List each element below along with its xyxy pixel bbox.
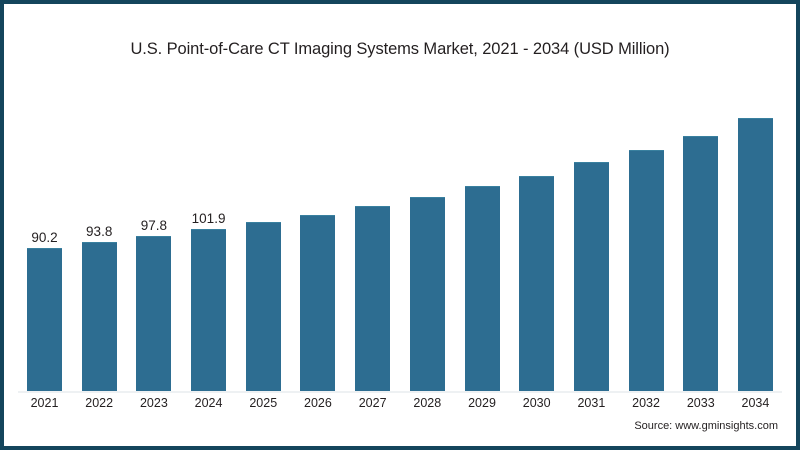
bar-slot [565, 96, 618, 392]
x-axis-label: 2024 [194, 396, 223, 410]
bar[interactable] [136, 235, 172, 392]
bar[interactable] [628, 150, 664, 392]
bar-slot [510, 96, 563, 392]
bar-slot [346, 96, 399, 392]
bar-slot: 93.8 [73, 96, 126, 392]
bar-slot: 101.9 [182, 96, 235, 392]
bar-slot [456, 96, 509, 392]
x-axis-line [18, 391, 782, 393]
chart-title: U.S. Point-of-Care CT Imaging Systems Ma… [130, 40, 670, 58]
bar-slot [620, 96, 673, 392]
bar[interactable] [737, 118, 773, 392]
plot-area: 90.2 93.8 97.8 101.9 [18, 96, 782, 393]
bar-value-label: 93.8 [86, 223, 113, 239]
x-axis-label: 2029 [468, 396, 496, 410]
bar-value-label: 97.8 [140, 217, 168, 233]
bar-slot: 90.2 [18, 96, 71, 392]
bar[interactable] [683, 136, 719, 392]
bar[interactable] [191, 228, 227, 392]
bar-slot [729, 96, 782, 392]
bar-slot [237, 96, 290, 392]
source-attribution: Source: www.gminsights.com [634, 420, 778, 432]
bar-slot [291, 96, 344, 392]
x-axis-label: 2028 [413, 396, 442, 410]
x-axis-label: 2026 [304, 396, 332, 410]
bar[interactable] [81, 241, 117, 392]
x-axis-label: 2031 [577, 396, 606, 410]
bar-slot [674, 96, 727, 392]
bar-slot [401, 96, 454, 392]
x-axis-label: 2033 [686, 396, 715, 410]
bar-value-label: 101.9 [191, 210, 226, 226]
bar[interactable] [519, 176, 555, 392]
bar-series: 90.2 93.8 97.8 101.9 [18, 96, 782, 392]
bar[interactable] [245, 221, 281, 392]
x-axis-label: 2027 [358, 396, 387, 410]
x-axis-label: 2021 [30, 396, 59, 410]
bar[interactable] [409, 196, 445, 392]
bar[interactable] [27, 247, 62, 392]
x-axis-label: 2034 [741, 396, 770, 410]
x-axis-label: 2022 [85, 396, 114, 410]
bar[interactable] [573, 162, 609, 392]
bar[interactable] [355, 206, 391, 392]
x-axis-tick-labels: 2021 2022 2023 2024 2025 2026 2027 2028 2029 2030… [18, 396, 782, 410]
x-axis-label: 2023 [139, 396, 168, 410]
bar-slot: 97.8 [127, 96, 180, 392]
x-axis-label: 2032 [632, 396, 660, 410]
bar[interactable] [464, 186, 500, 392]
x-axis-label: 2030 [522, 396, 551, 410]
x-axis-label: 2025 [249, 396, 278, 410]
bar[interactable] [300, 215, 336, 392]
bar-value-label: 90.2 [31, 229, 58, 245]
